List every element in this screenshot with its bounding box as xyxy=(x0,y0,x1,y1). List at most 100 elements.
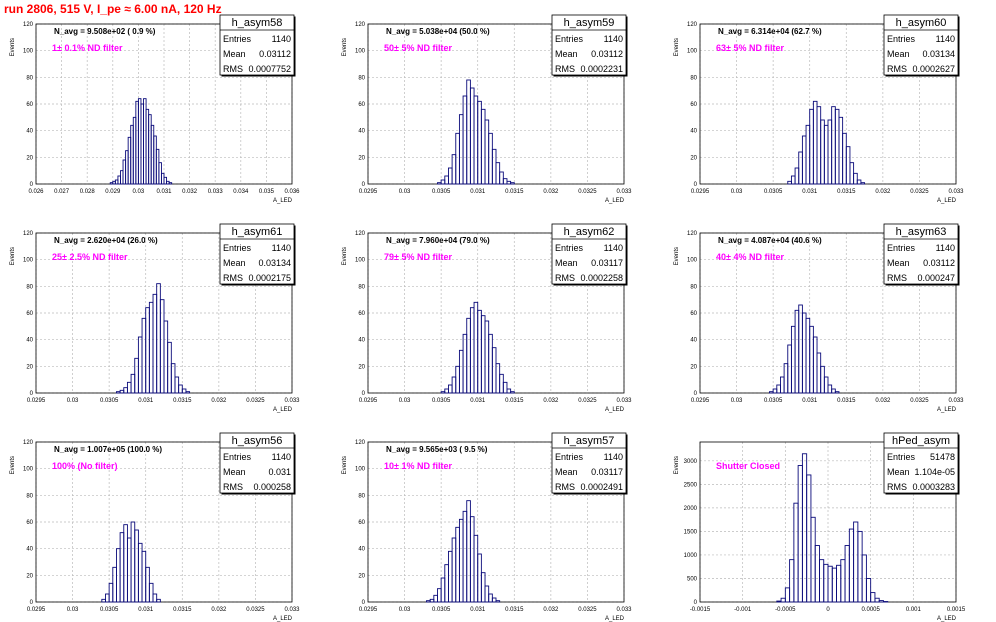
y-tick-label: 100 xyxy=(355,49,366,55)
x-tick-label: 0.026 xyxy=(28,189,44,195)
histogram-name: h_asym56 xyxy=(232,435,283,447)
stats-label: RMS xyxy=(555,482,575,492)
y-tick-label: 40 xyxy=(26,338,33,344)
histogram-bin xyxy=(495,162,501,185)
y-tick-label: 40 xyxy=(358,129,365,135)
histogram-bin xyxy=(480,315,486,394)
histogram-bin xyxy=(477,100,482,185)
y-tick-label: 0 xyxy=(694,600,698,606)
filter-label: 79± 5% ND filter xyxy=(384,252,452,262)
stats-label: Entries xyxy=(223,243,252,253)
histogram-bin xyxy=(466,500,471,603)
stats-value: 1140 xyxy=(272,34,291,44)
stats-label: Mean xyxy=(887,49,910,59)
y-axis-label: Events xyxy=(10,456,16,474)
stats-box xyxy=(883,223,959,285)
histogram-bin xyxy=(853,521,859,603)
histogram-bin xyxy=(466,317,471,394)
histogram-bin xyxy=(433,594,438,603)
x-tick-label: 0.001 xyxy=(906,607,922,613)
y-tick-label: 0 xyxy=(694,182,698,188)
histogram-name: h_asym63 xyxy=(896,226,947,238)
y-tick-label: 0 xyxy=(362,391,366,397)
navg-label: N_avg = 2.620e+04 (26.0 %) xyxy=(54,236,158,245)
x-tick-label: 0.031 xyxy=(470,607,486,613)
histogram-bin xyxy=(506,388,512,394)
histogram-bin xyxy=(178,384,183,394)
histogram-bin xyxy=(134,529,139,603)
x-tick-label: 0.0295 xyxy=(359,398,378,404)
histogram-name: h_asym59 xyxy=(564,17,615,29)
histogram-panel-h_asym60: 0 20 40 60 80 100 120 0.0295 0.03 0.0305 0.031 0.03… xyxy=(674,14,964,204)
y-tick-label: 40 xyxy=(690,338,697,344)
x-tick-label: 0.0295 xyxy=(691,189,710,195)
histogram-bin xyxy=(168,182,173,185)
stats-value: 0.03112 xyxy=(923,258,955,268)
histogram-bin xyxy=(502,178,508,185)
histogram-bin xyxy=(801,135,807,185)
histogram-bin xyxy=(156,283,161,394)
histogram-bin xyxy=(491,347,497,394)
histogram-bin xyxy=(451,537,457,603)
y-tick-label: 500 xyxy=(687,576,698,582)
histogram-bin xyxy=(174,376,180,394)
stats-value: 0.03112 xyxy=(591,49,623,59)
histogram-bin xyxy=(776,600,782,603)
histogram-bin xyxy=(780,597,786,603)
stats-box xyxy=(219,223,295,285)
histogram-bin xyxy=(491,597,497,603)
histogram-bin xyxy=(152,593,158,603)
histogram-bin xyxy=(798,151,803,185)
plot-frame xyxy=(35,441,293,603)
x-tick-label: 0.03 xyxy=(399,189,411,195)
x-tick-label: 0.0315 xyxy=(173,398,192,404)
stats-label: RMS xyxy=(887,64,907,74)
histogram-bin xyxy=(444,564,449,603)
histogram-bin xyxy=(108,582,114,603)
histogram-bin xyxy=(473,95,479,185)
histogram-bin xyxy=(834,391,840,394)
y-tick-label: 60 xyxy=(358,311,365,317)
histogram-name: h_asym57 xyxy=(564,435,615,447)
histogram-bin xyxy=(488,132,493,185)
histogram-bin xyxy=(499,171,504,185)
histogram-bin xyxy=(185,391,191,394)
x-tick-label: 0.033 xyxy=(948,189,964,195)
histogram-bin xyxy=(484,585,490,603)
histogram-bin xyxy=(477,309,482,394)
histogram-bin xyxy=(480,572,486,603)
y-axis-label: Events xyxy=(342,247,348,265)
histogram-bin xyxy=(105,593,110,603)
histogram-bin xyxy=(878,600,884,603)
x-tick-label: 0.03 xyxy=(399,398,411,404)
histogram-bin xyxy=(159,299,165,394)
histogram-bin xyxy=(502,381,508,394)
histogram-bin xyxy=(148,301,154,394)
x-tick-label: 0.0315 xyxy=(505,189,524,195)
y-tick-label: 100 xyxy=(355,467,366,473)
x-axis-label: A_LED xyxy=(937,407,957,413)
histogram-bin xyxy=(797,465,803,603)
stats-box xyxy=(219,14,295,76)
histogram-bin xyxy=(784,587,791,603)
histogram-bin xyxy=(783,363,789,394)
filter-label: 50± 5% ND filter xyxy=(384,43,452,53)
stats-label: Mean xyxy=(223,467,246,477)
histogram-bin xyxy=(130,373,136,394)
x-tick-label: 0.031 xyxy=(470,189,486,195)
stats-value: 0.0003283 xyxy=(912,482,955,492)
x-tick-label: 0.0315 xyxy=(173,607,192,613)
x-tick-label: 0.0295 xyxy=(27,607,46,613)
y-tick-label: 120 xyxy=(687,231,698,237)
histogram-bin xyxy=(466,79,471,185)
stats-label: Mean xyxy=(887,258,910,268)
histogram-bin xyxy=(473,301,479,394)
y-tick-label: 20 xyxy=(358,155,365,161)
x-tick-label: 0.0325 xyxy=(246,607,265,613)
histogram-bin xyxy=(794,309,800,394)
stats-box xyxy=(219,432,295,494)
x-tick-label: 0.0305 xyxy=(432,607,451,613)
histogram-bin xyxy=(865,578,872,603)
y-tick-label: 20 xyxy=(358,364,365,370)
